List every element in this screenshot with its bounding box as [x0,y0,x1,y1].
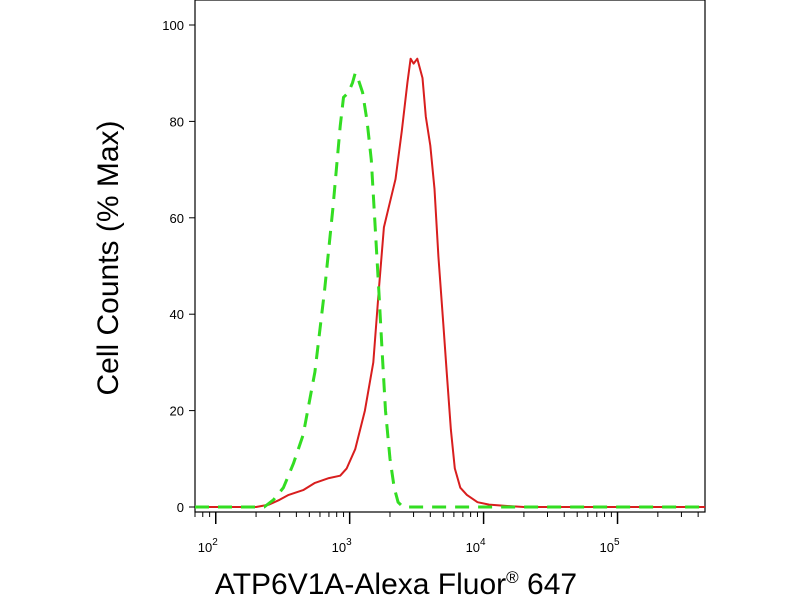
series-layer [195,57,705,509]
x-tick-label-3: 105 [600,537,620,555]
x-axis-title-registered: ® [506,568,519,587]
y-tick-label-4: 80 [170,114,184,129]
series-line-0 [195,57,705,508]
x-tick-label-1: 103 [332,537,352,555]
y-tick-label-0: 0 [177,500,184,515]
y-tick-label-5: 100 [162,18,184,33]
axes [194,0,706,513]
x-tick-label-0: 102 [198,537,218,555]
ticks: 0 20 40 60 80 100 102 103 104 105 [162,18,699,555]
x-axis-title-main: ATP6V1A-Alexa Fluor [215,568,506,600]
y-tick-label-2: 40 [170,307,184,322]
y-axis-title: Cell Counts (% Max) [92,120,125,395]
y-tick-label-3: 60 [170,211,184,226]
x-axis-title-suffix: 647 [519,568,577,600]
plot-frame [194,0,706,513]
x-tick-label-2: 104 [466,537,486,555]
y-tick-label-1: 20 [170,404,184,419]
series-line-1 [195,71,705,509]
x-axis-title: ATP6V1A-Alexa Fluor® 647 [215,568,577,600]
